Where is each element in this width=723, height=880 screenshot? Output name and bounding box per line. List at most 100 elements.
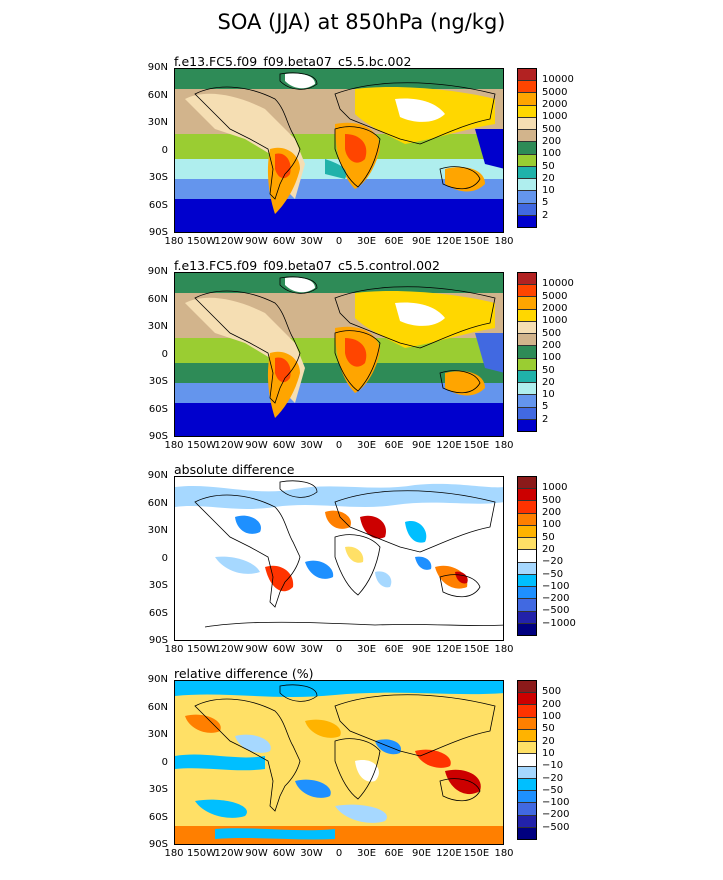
lon-label: 180 (164, 440, 184, 451)
legend-label: 50 (542, 531, 555, 543)
legend-label: −20 (542, 556, 564, 568)
legend-swatch (518, 815, 536, 828)
lon-label: 180 (494, 440, 514, 451)
lon-label: 150E (463, 848, 490, 859)
legend-swatch (518, 623, 536, 636)
lon-label: 90E (411, 644, 432, 655)
legend-swatch (518, 105, 536, 118)
legend-swatch (518, 334, 536, 347)
lat-label: 0 (161, 348, 168, 360)
lat-label: 30S (148, 580, 168, 591)
lon-label: 180 (494, 236, 514, 247)
legend-label: 1000 (542, 482, 568, 494)
lon-label: 120W (214, 848, 244, 859)
lat-label: 0 (161, 756, 168, 768)
map-panel-absolute-difference: absolute difference (0, 462, 723, 676)
lat-label: 30N (147, 321, 168, 332)
legend-label: 5000 (542, 86, 568, 98)
legend-label: 500 (542, 327, 562, 339)
lon-label: 180 (164, 848, 184, 859)
lon-label: 120W (214, 440, 244, 451)
lat-label: 60S (148, 811, 168, 823)
difference-map (175, 477, 503, 640)
legend-swatch (518, 574, 536, 588)
legend-swatch (518, 513, 536, 526)
lat-label: 60N (147, 89, 168, 101)
lon-label: 120E (436, 440, 462, 451)
lon-label: 60E (384, 848, 404, 859)
legend-swatch (518, 297, 536, 310)
panel-subtitle: absolute difference (174, 462, 295, 477)
legend-label: 50 (542, 723, 555, 735)
lon-label: 30E (356, 236, 377, 247)
lat-label: 30S (148, 172, 168, 183)
lon-label: 150E (463, 644, 490, 655)
lon-label: 0 (335, 236, 343, 247)
lon-label: 90E (411, 440, 432, 451)
legend-swatch (518, 778, 536, 792)
legend-swatch (518, 273, 536, 286)
lon-label: 180 (494, 848, 514, 859)
lon-label: 0 (335, 848, 343, 859)
legend-swatch (518, 81, 536, 94)
legend-swatch (518, 285, 536, 298)
legend-swatch (518, 215, 536, 228)
legend-swatch (518, 477, 536, 490)
legend-label: 10 (542, 185, 555, 197)
legend-swatch (518, 587, 536, 600)
legend-swatch (518, 130, 536, 143)
map-panel-relative-difference: relative difference (%) (0, 666, 723, 880)
legend-swatch (518, 827, 536, 840)
lon-label: 90E (411, 236, 432, 247)
legend-label: −100 (542, 580, 570, 592)
lat-label: 90S (148, 431, 168, 442)
color-legend (517, 68, 537, 228)
legend-swatch (518, 321, 536, 335)
legend-label: 50 (542, 364, 555, 376)
legend-label: 1000 (542, 111, 568, 123)
legend-swatch (518, 179, 536, 192)
legend-label: −500 (542, 821, 570, 833)
map-panel-bc: f.e13.FC5.f09_f09.beta07_c5.5.bc.002 (0, 54, 723, 268)
difference-map (175, 681, 503, 844)
legend-label: −20 (542, 772, 564, 784)
legend-swatch (518, 142, 536, 155)
legend-label: 20 (542, 172, 555, 184)
legend-label: 2 (542, 413, 549, 425)
lon-label: 30W (300, 440, 323, 451)
legend-label: 200 (542, 698, 562, 710)
lon-label: 30E (356, 440, 377, 451)
color-legend (517, 272, 537, 432)
legend-swatch (518, 203, 536, 216)
legend-swatch (518, 154, 536, 167)
lat-label: 90N (147, 62, 168, 73)
legend-label: 5 (542, 197, 549, 209)
lat-label: 30N (147, 525, 168, 536)
lat-label: 30N (147, 117, 168, 128)
legend-swatch (518, 407, 536, 420)
legend-swatch (518, 538, 536, 551)
legend-label: 10 (542, 389, 555, 401)
legend-swatch (518, 766, 536, 779)
legend-swatch (518, 599, 536, 612)
lon-label: 0 (335, 440, 343, 451)
lon-label: 120W (214, 236, 244, 247)
legend-label: 2 (542, 209, 549, 221)
legend-swatch (518, 370, 536, 384)
lat-label: 90S (148, 839, 168, 850)
lat-label: 60S (148, 607, 168, 619)
lon-label: 150W (187, 236, 216, 247)
lat-label: 30S (148, 784, 168, 795)
legend-swatch (518, 489, 536, 502)
panel-subtitle: f.e13.FC5.f09_f09.beta07_c5.5.control.00… (174, 258, 440, 273)
legend-label: 50 (542, 160, 555, 172)
lat-label: 90N (147, 266, 168, 277)
legend-swatch (518, 69, 536, 82)
lon-axis: 180 150W 120W 90W 60W 30W 0 30E 60E 90E … (0, 848, 723, 862)
legend-label: −1000 (542, 617, 576, 629)
legend-swatch (518, 117, 536, 131)
legend-label: 200 (542, 506, 562, 518)
lon-label: 180 (164, 644, 184, 655)
panel-subtitle: f.e13.FC5.f09_f09.beta07_c5.5.bc.002 (174, 54, 412, 69)
lon-label: 60E (384, 644, 404, 655)
